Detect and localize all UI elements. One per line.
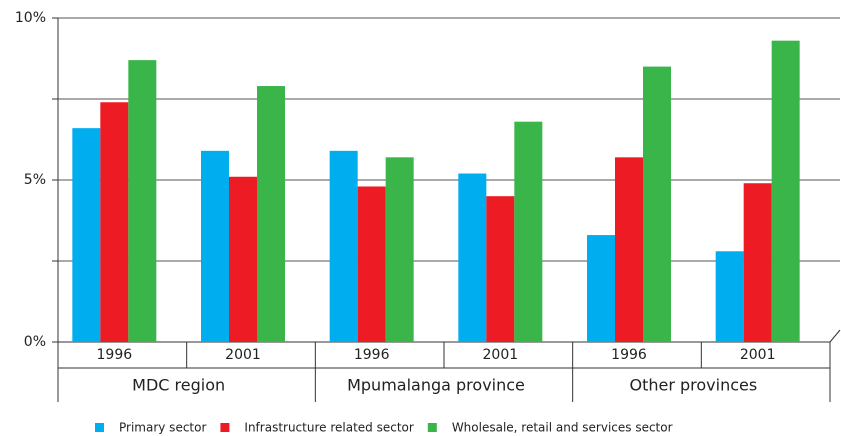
bar bbox=[715, 251, 744, 342]
x-tick-label: 2001 bbox=[225, 347, 261, 363]
group-label: Mpumalanga province bbox=[347, 376, 525, 395]
x-tick-label: 1996 bbox=[354, 347, 390, 363]
axis-edge bbox=[829, 329, 841, 343]
bar bbox=[100, 102, 129, 343]
bar bbox=[329, 150, 358, 342]
legend-label: Wholesale, retail and services sector bbox=[452, 421, 673, 435]
bar bbox=[587, 235, 615, 342]
legend-swatch bbox=[95, 423, 104, 432]
bar bbox=[615, 157, 643, 342]
bar bbox=[201, 150, 229, 342]
group-label: Other provinces bbox=[629, 376, 757, 395]
bar bbox=[128, 60, 157, 343]
legend-swatch bbox=[427, 423, 437, 432]
legend-swatch bbox=[220, 423, 230, 432]
bar bbox=[229, 176, 257, 342]
x-tick-label: 2001 bbox=[483, 347, 519, 363]
bar bbox=[743, 183, 772, 342]
bar bbox=[486, 196, 515, 342]
x-tick-label: 1996 bbox=[611, 347, 647, 363]
y-tick-label: 10% bbox=[15, 10, 46, 26]
bar bbox=[357, 186, 386, 342]
x-tick-label: 1996 bbox=[97, 347, 133, 363]
bar bbox=[643, 66, 671, 342]
bar bbox=[514, 121, 543, 343]
legend-label: Primary sector bbox=[119, 421, 206, 435]
bar bbox=[458, 173, 487, 342]
bar bbox=[257, 86, 285, 342]
y-tick-label: 0% bbox=[24, 334, 46, 350]
legend-label: Infrastructure related sector bbox=[244, 421, 413, 435]
bar bbox=[771, 40, 800, 343]
y-tick-label: 5% bbox=[24, 172, 46, 188]
bar bbox=[385, 157, 414, 342]
bar bbox=[72, 128, 101, 342]
group-label: MDC region bbox=[132, 376, 225, 395]
x-tick-label: 2001 bbox=[740, 347, 776, 363]
